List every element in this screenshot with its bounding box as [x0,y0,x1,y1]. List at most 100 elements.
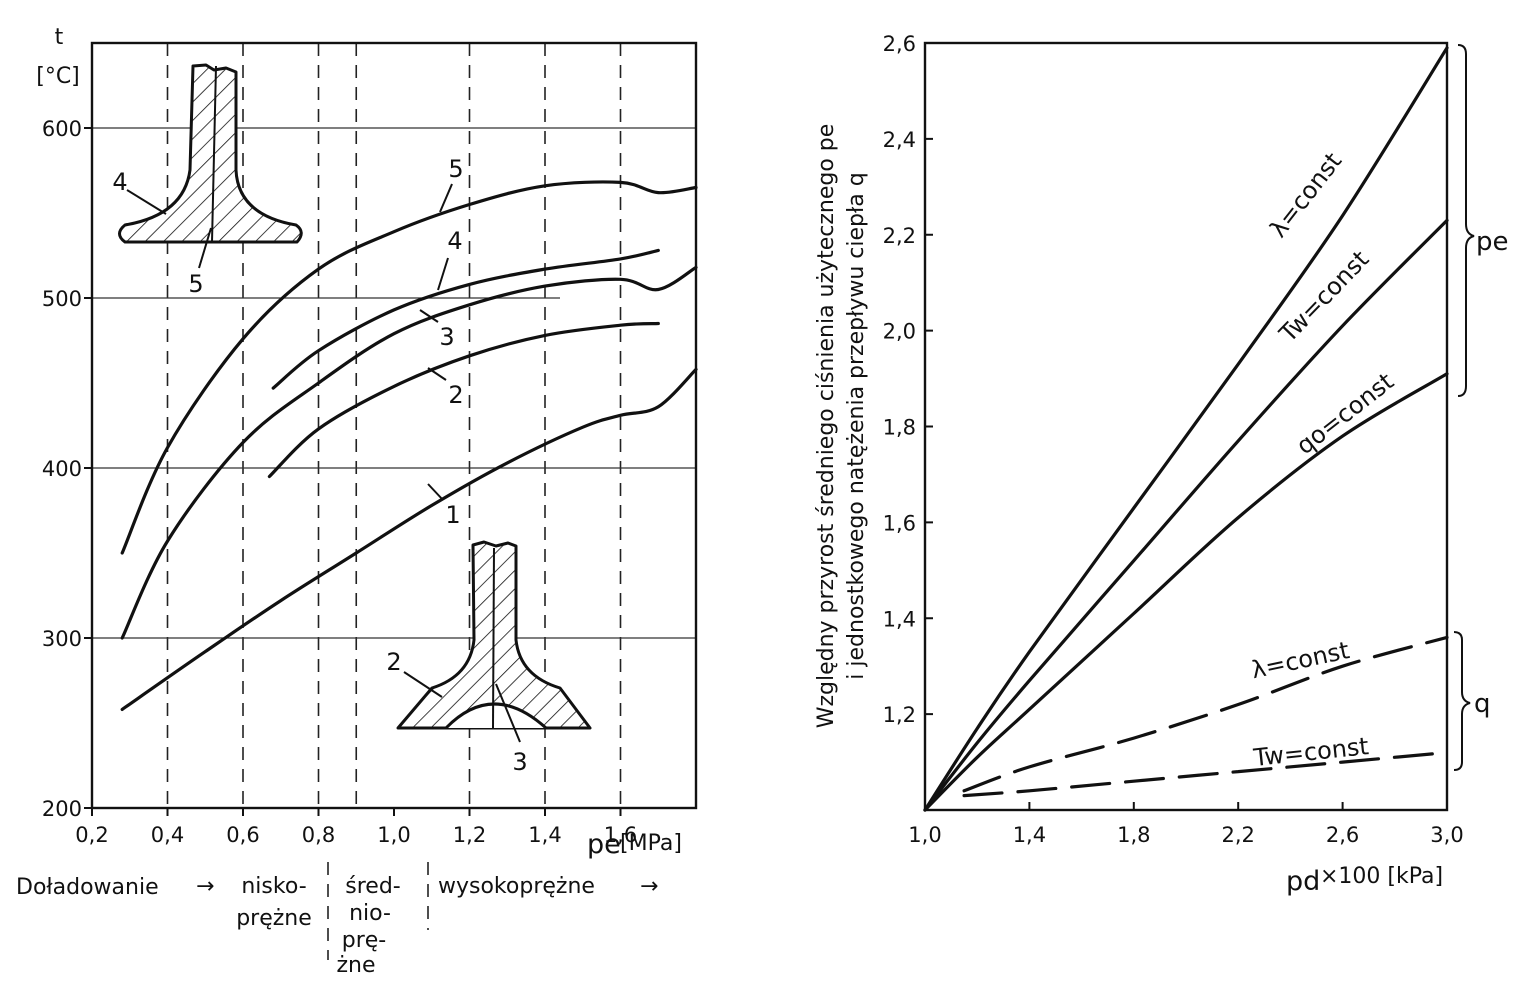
left-x-tick-label: 0,8 [302,823,335,847]
inset-cross-section-top: 4 5 [112,63,303,298]
right-y-tick-label: 2,6 [883,32,916,56]
left-series-5-label: 5 [448,155,463,183]
right-series-pe-2-label: Tw=const [1273,245,1374,348]
right-y-tick-label: 1,2 [883,703,916,727]
zone-low-line2: prężne [236,906,312,931]
zone-mid-line3: prę- [342,928,386,953]
right-x-axis-label: pd ×100 [kPa] [1286,864,1443,897]
left-series-5-leader [439,183,453,213]
right-y-tick-label: 2,0 [883,320,916,344]
inset-top-leader-5 [198,227,212,269]
right-x-tick-label: 2,2 [1221,823,1254,847]
left-series-1-label: 1 [445,501,460,529]
left-series-1-line [120,367,698,711]
left-series-4-line [271,248,660,390]
brace-pe [1457,44,1475,397]
right-x-ticks: 1,0 1,4 1,8 2,2 2,6 3,0 [908,802,1464,847]
right-y-axis-label: Względny przyrost średniego ciśnienia uż… [814,124,869,729]
right-y-tick-label: 1,4 [883,607,916,631]
left-x-symbol: pe [587,829,621,860]
brace-q-label: q [1474,689,1491,719]
right-x-unit: ×100 [kPa] [1320,864,1443,889]
right-series-pe-1-line [923,46,1449,812]
right-x-tick-label: 3,0 [1430,823,1463,847]
right-series-q-4-line [962,635,1449,793]
right-chart: 1,2 1,4 1,6 1,8 2,0 2,2 2,4 2,6 1,0 1,4 1,8 2,2 2,6… [814,32,1509,897]
left-x-unit: [MPa] [620,831,682,856]
inset-bottom-centerline [492,547,495,729]
right-x-symbol: pd [1286,866,1320,897]
inset-bottom-leader-2 [403,671,443,698]
right-y-tick-label: 2,2 [883,224,916,248]
inset-top-leader-4 [126,189,167,215]
inset-top-label-4: 4 [112,168,127,196]
left-series-3-label: 3 [439,323,454,351]
left-series [120,180,698,711]
right-series-q-5-line [962,750,1449,798]
right-x-tick-label: 1,8 [1117,823,1150,847]
brace-q [1453,631,1471,771]
zone-low-line1: nisko- [241,874,306,899]
left-y-tick-label: 500 [42,287,82,311]
left-x-axis-label: pe [MPa] [587,829,682,860]
inset-cross-section-bottom: 2 3 [386,540,592,776]
inset-bottom-leader-3 [495,683,521,743]
left-grid [92,43,696,808]
left-x-tick-label: 0,2 [75,823,108,847]
right-y-tick-label: 2,4 [883,128,916,152]
right-x-tick-label: 1,4 [1013,823,1046,847]
right-series-q-5-label: Tw=const [1251,732,1370,772]
right-x-tick-label: 2,6 [1326,823,1359,847]
left-series-labels: 1 2 3 4 5 [419,155,464,529]
left-x-tick-label: 0,6 [226,823,259,847]
inset-bottom-cavity [444,702,548,730]
inset-top-shape [118,63,303,244]
brace-pe-label: pe [1476,227,1509,257]
left-series-3-leader [419,309,439,323]
right-series [923,46,1449,812]
left-x-tick-label: 1,0 [377,823,410,847]
left-x-tick-label: 0,4 [151,823,184,847]
charging-arrow-1: → [196,874,214,899]
right-series-q-4-label: λ=const [1249,636,1352,684]
left-x-tick-label: 1,4 [528,823,561,847]
right-y-tick-label: 1,6 [883,511,916,535]
left-series-2-line [267,321,660,479]
right-y-tick-label: 1,8 [883,416,916,440]
right-series-pe-3-line [923,372,1449,812]
right-y-label-line1: Względny przyrost średniego ciśnienia uż… [814,124,839,729]
inset-bottom-label-2: 2 [386,648,401,676]
left-y-tick-label: 600 [42,117,82,141]
zone-mid-line1: śred- [345,874,400,899]
left-y-ticks: 200 300 400 500 600 [42,117,92,821]
zone-mid-line4: żne [336,953,375,978]
left-series-2-label: 2 [448,381,463,409]
zone-mid-line2: nio- [349,901,391,926]
left-x-tick-label: 1,6 [604,823,637,847]
left-series-5-line [120,180,698,555]
right-series-pe-2-line [923,218,1449,812]
left-y-tick-label: 400 [42,457,82,481]
right-series-pe-3-label: qo=const [1291,367,1399,460]
left-y-tick-label: 300 [42,627,82,651]
right-y-label-line2: i jednostkowego natężenia przepływu ciep… [844,172,869,679]
left-x-tick-label: 1,2 [453,823,486,847]
right-y-ticks: 1,2 1,4 1,6 1,8 2,0 2,2 2,4 2,6 [883,32,933,727]
inset-bottom-label-3: 3 [512,748,527,776]
left-series-1-leader [427,483,444,501]
left-x-ticks: 0,2 0,4 0,6 0,8 1,0 1,2 1,4 1,6 [75,808,637,847]
left-series-2-leader [427,367,447,381]
charging-arrow-2: → [640,874,658,899]
inset-top-label-5: 5 [188,270,203,298]
charging-annotation: Doładowanie → nisko- prężne śred- nio- p… [16,862,658,978]
left-y-symbol: t [55,25,64,50]
left-y-tick-label: 200 [42,797,82,821]
right-plot-frame [923,41,1449,812]
left-series-3-line [120,265,698,640]
inset-top-centerline [211,65,217,243]
charging-lead-text: Doładowanie [16,875,159,900]
left-y-unit: [°C] [36,64,80,89]
left-plot-frame [90,41,698,810]
left-series-4-label: 4 [447,227,462,255]
